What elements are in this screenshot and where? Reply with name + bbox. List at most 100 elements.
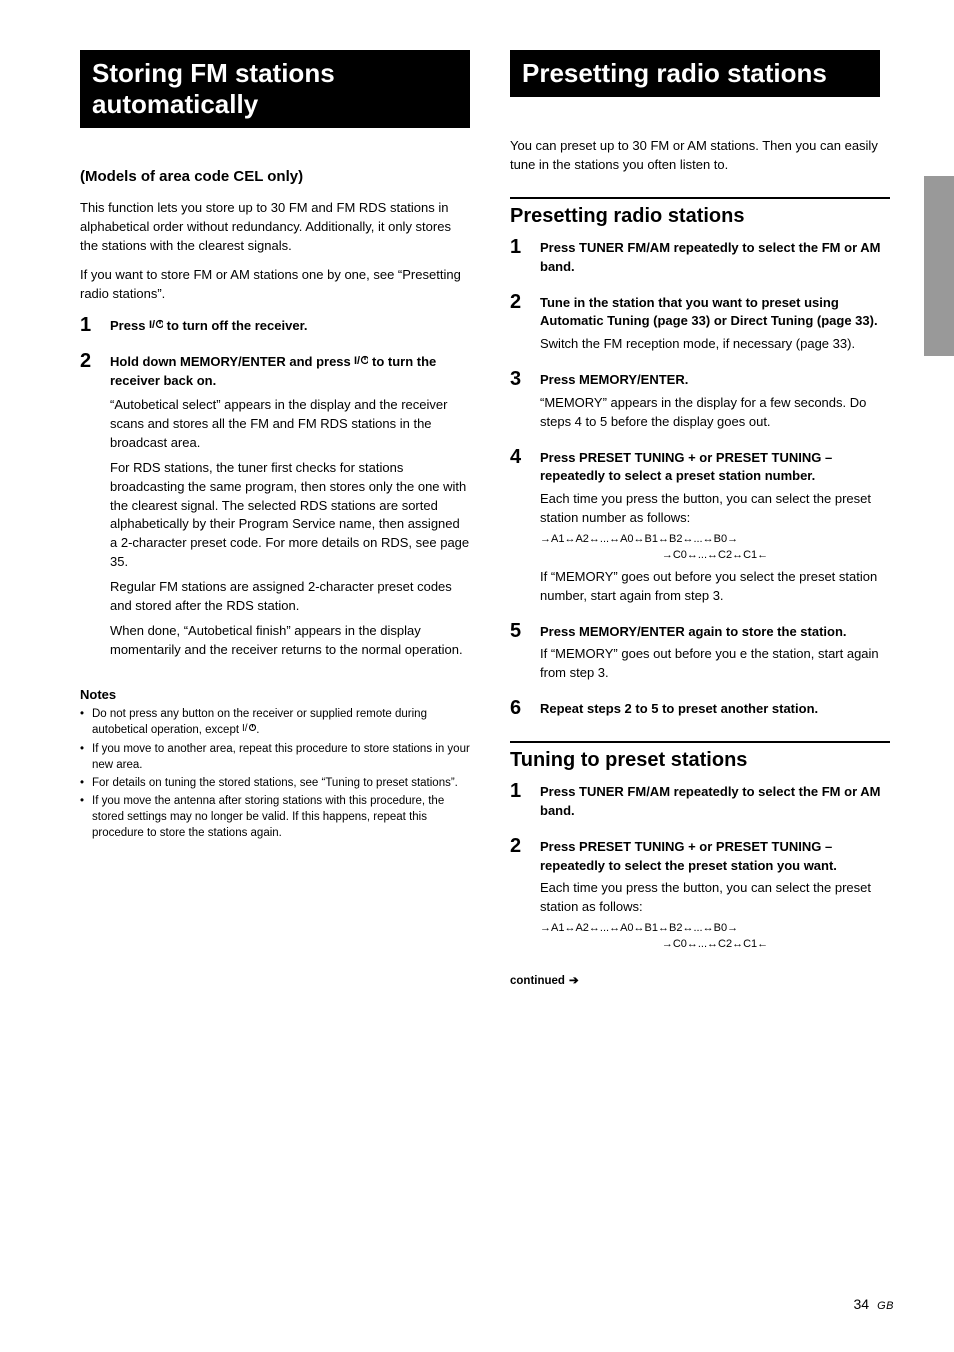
power-icon: I/ [354,353,368,372]
tuning-step-1: 1 Press TUNER FM/AM repeatedly to select… [510,780,890,821]
left-intro: This function lets you store up to 30 FM… [80,199,470,256]
step-text: Tune in the station that you want to pre… [540,291,890,355]
step2-extra2-text: For RDS stations, the tuner first checks… [110,460,466,550]
tuning-heading: Tuning to preset stations [510,749,890,772]
step-number: 3 [510,368,540,432]
content-columns: Storing FM stations automatically (Model… [80,50,894,987]
preset-step-5: 5 Press MEMORY/ENTER again to store the … [510,620,890,684]
preset-step-1: 1 Press TUNER FM/AM repeatedly to select… [510,236,890,277]
ps6-bold: Repeat steps 2 to 5 to preset another st… [540,701,818,716]
ps3-bold: Press MEMORY/ENTER. [540,372,688,387]
region-label: GB [877,1300,894,1312]
svg-text:I/: I/ [149,319,155,330]
bullet-icon: • [80,741,92,773]
step-number: 1 [510,780,540,821]
ps3-extra: “MEMORY” appears in the display for a fe… [540,394,890,432]
ps4-chain3: →C0↔...↔C2↔C1← [540,548,890,564]
step-number: 1 [80,314,110,336]
bullet-icon: • [80,706,92,738]
tuning-step-2: 2 Press PRESET TUNING + or PRESET TUNING… [510,835,890,953]
power-icon: I/ [242,722,256,738]
step-number: 4 [510,446,540,606]
ps2-mid: ) or Direct Tuning ( [706,313,821,328]
page-footer: 34 GB [854,1296,894,1312]
ps2-extra: Switch the FM reception mode, if necessa… [540,335,890,354]
power-icon: I/ [149,317,163,336]
side-tab [924,176,954,356]
ts2-extra: Each time you press the button, you can … [540,879,890,917]
note-4: • If you move the antenna after storing … [80,793,470,841]
step-number: 2 [510,291,540,355]
step-text: Press PRESET TUNING + or PRESET TUNING –… [540,446,890,606]
step-text: Press I/ to turn off the receiver. [110,314,308,336]
step-text: Press TUNER FM/AM repeatedly to select t… [540,236,890,277]
bullet-icon: • [80,793,92,841]
svg-text:I/: I/ [242,723,248,733]
step-number: 5 [510,620,540,684]
step-text: Press PRESET TUNING + or PRESET TUNING –… [540,835,890,953]
note-text: Do not press any button on the receiver … [92,706,470,738]
right-intro: You can preset up to 30 FM or AM station… [510,137,890,175]
bullet-icon: • [80,775,92,791]
ts2-chain: →A1↔A2↔...↔A0↔B1↔B2↔...↔B0→ [540,921,890,937]
step1-post: to turn off the receiver. [163,318,307,333]
step1-pre: Press [110,318,149,333]
continued-label: continued ➔ [510,973,890,987]
ts1-bold: Press TUNER FM/AM repeatedly to select t… [540,784,880,818]
note3-link: Tuning to preset stations [325,777,451,789]
step-number: 2 [510,835,540,953]
note-1: • Do not press any button on the receive… [80,706,470,738]
step2-extra3: Regular FM stations are assigned 2-chara… [110,578,470,616]
step-text: Press TUNER FM/AM repeatedly to select t… [540,780,890,821]
rule [510,197,890,199]
ps2-link1: page 33 [657,313,705,328]
page-number: 34 [854,1296,870,1312]
step-number: 6 [510,697,540,719]
preset-step-3: 3 Press MEMORY/ENTER. “MEMORY” appears i… [510,368,890,432]
step-number: 2 [80,350,110,660]
step2-extra2: For RDS stations, the tuner first checks… [110,459,470,572]
preset-step-4: 4 Press PRESET TUNING + or PRESET TUNING… [510,446,890,606]
heading-left: Storing FM stations automatically [80,50,470,128]
ps4-extra2: If “MEMORY” goes out before you select t… [540,568,890,606]
ts2-chain3: →C0↔...↔C2↔C1← [540,937,890,953]
notes-heading: Notes [80,687,470,702]
ps2-post: ). [870,313,878,328]
left-column: Storing FM stations automatically (Model… [80,50,470,987]
rule [510,741,890,743]
preset-heading: Presetting radio stations [510,205,890,228]
note-text: If you move to another area, repeat this… [92,741,470,773]
preset-step-6: 6 Repeat steps 2 to 5 to preset another … [510,697,890,719]
page: Storing FM stations automatically (Model… [0,0,954,1352]
left-step-1: 1 Press I/ to turn off the receiver. [80,314,470,336]
continued-arrow-icon: ➔ [569,975,579,987]
ps2-extra-link: page 33 [800,336,847,351]
heading-right: Presetting radio stations [510,50,880,97]
ps5-bold: Press MEMORY/ENTER again to store the st… [540,624,847,639]
step2-pre: Hold down MEMORY/ENTER and press [110,354,354,369]
svg-text:I/: I/ [354,355,360,366]
continued-text: continued [510,975,565,987]
ps4-extra: Each time you press the button, you can … [540,490,890,528]
note-3: • For details on tuning the stored stati… [80,775,470,791]
note1-pre: Do not press any button on the receiver … [92,708,427,736]
note-text: For details on tuning the stored station… [92,775,458,791]
step-text: Press MEMORY/ENTER again to store the st… [540,620,890,684]
note1-post: . [256,725,259,737]
ps2-extra-post: ). [847,336,855,351]
left-step-2: 2 Hold down MEMORY/ENTER and press I/ to… [80,350,470,660]
intro2-suffix: ”. [157,286,165,301]
step2-extra: “Autobetical select” appears in the disp… [110,396,470,453]
note3-pre: For details on tuning the stored station… [92,777,325,789]
ts2-bold: Press PRESET TUNING + or PRESET TUNING –… [540,839,837,873]
note-2: • If you move to another area, repeat th… [80,741,470,773]
left-subtitle: (Models of area code CEL only) [80,168,470,185]
step2-extra2-period: . [124,554,128,569]
right-column: Presetting radio stations You can preset… [510,50,890,987]
step2-extra4: When done, “Autobetical finish” appears … [110,622,470,660]
ps1-bold: Press TUNER FM/AM repeatedly to select t… [540,240,880,274]
step-text: Repeat steps 2 to 5 to preset another st… [540,697,818,719]
ps2-extra-pre: Switch the FM reception mode, if necessa… [540,336,800,351]
step-number: 1 [510,236,540,277]
ps5-extra: If “MEMORY” goes out before you e the st… [540,645,890,683]
